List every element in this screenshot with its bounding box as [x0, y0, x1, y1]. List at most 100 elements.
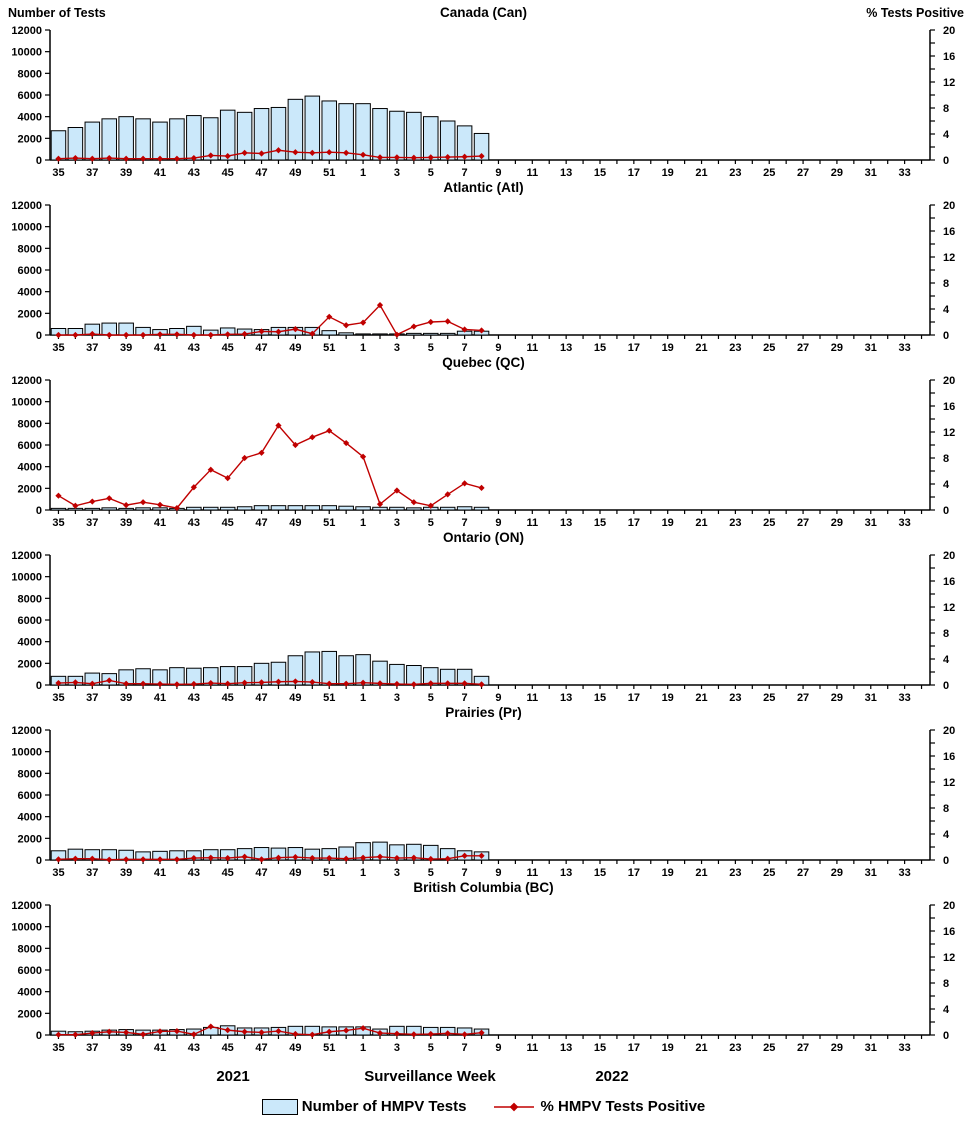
svg-text:3: 3	[394, 1042, 400, 1054]
svg-text:43: 43	[188, 342, 200, 354]
svg-text:12000: 12000	[11, 200, 42, 212]
svg-text:0: 0	[36, 855, 42, 867]
svg-text:12000: 12000	[11, 550, 42, 562]
svg-text:41: 41	[154, 1042, 166, 1054]
svg-text:4: 4	[943, 304, 950, 316]
svg-text:51: 51	[323, 692, 335, 704]
svg-text:51: 51	[323, 1042, 335, 1054]
svg-text:3: 3	[394, 517, 400, 529]
svg-text:25: 25	[763, 867, 775, 879]
svg-text:27: 27	[797, 867, 809, 879]
svg-text:16: 16	[943, 401, 955, 413]
svg-text:19: 19	[662, 692, 674, 704]
panel-atlantic: Atlantic (Atl) 0 2000 4000 6000 8000 10000 120…	[0, 175, 967, 354]
svg-text:11: 11	[526, 342, 538, 354]
svg-text:35: 35	[52, 167, 64, 179]
panel-title-quebec: Quebec (QC)	[442, 355, 525, 370]
svg-text:4000: 4000	[18, 637, 42, 649]
svg-text:41: 41	[154, 342, 166, 354]
svg-text:17: 17	[628, 167, 640, 179]
svg-text:4: 4	[943, 829, 950, 841]
svg-text:33: 33	[898, 167, 910, 179]
svg-text:5: 5	[428, 167, 434, 179]
svg-text:8: 8	[943, 453, 949, 465]
svg-text:19: 19	[662, 167, 674, 179]
svg-text:8000: 8000	[18, 243, 42, 255]
svg-text:2000: 2000	[18, 833, 42, 845]
svg-text:9: 9	[495, 342, 501, 354]
svg-text:8: 8	[943, 278, 949, 290]
svg-text:8000: 8000	[18, 418, 42, 430]
panel-british-columbia: British Columbia (BC) 0 2000 4000 6000 8000 1…	[0, 875, 967, 1054]
svg-text:0: 0	[943, 680, 949, 692]
svg-text:27: 27	[797, 167, 809, 179]
svg-text:43: 43	[188, 167, 200, 179]
svg-text:33: 33	[898, 342, 910, 354]
svg-text:5: 5	[428, 692, 434, 704]
svg-text:33: 33	[898, 692, 910, 704]
svg-text:49: 49	[289, 342, 301, 354]
svg-text:27: 27	[797, 342, 809, 354]
legend-item-positive: % HMPV Tests Positive	[492, 1098, 705, 1115]
svg-text:21: 21	[695, 867, 707, 879]
svg-text:37: 37	[86, 867, 98, 879]
svg-text:4000: 4000	[18, 112, 42, 124]
svg-text:29: 29	[831, 167, 843, 179]
svg-text:35: 35	[52, 692, 64, 704]
svg-text:49: 49	[289, 517, 301, 529]
svg-text:49: 49	[289, 692, 301, 704]
svg-text:23: 23	[729, 342, 741, 354]
svg-text:49: 49	[289, 167, 301, 179]
svg-text:6000: 6000	[18, 90, 42, 102]
svg-text:39: 39	[120, 692, 132, 704]
svg-text:7: 7	[462, 517, 468, 529]
svg-text:4000: 4000	[18, 287, 42, 299]
svg-text:49: 49	[289, 867, 301, 879]
svg-text:47: 47	[255, 342, 267, 354]
svg-text:13: 13	[560, 867, 572, 879]
svg-text:39: 39	[120, 342, 132, 354]
svg-text:19: 19	[662, 342, 674, 354]
svg-text:12000: 12000	[11, 375, 42, 387]
svg-text:4000: 4000	[18, 462, 42, 474]
svg-text:1: 1	[360, 342, 366, 354]
year-2022-label: 2022	[595, 1068, 629, 1085]
svg-text:23: 23	[729, 692, 741, 704]
svg-text:8000: 8000	[18, 68, 42, 80]
svg-text:4: 4	[943, 654, 950, 666]
svg-text:31: 31	[865, 517, 877, 529]
svg-text:39: 39	[120, 167, 132, 179]
svg-text:29: 29	[831, 342, 843, 354]
left-axis-title: Number of Tests	[8, 6, 106, 20]
panel-title-atlantic: Atlantic (Atl)	[443, 180, 524, 195]
svg-text:1: 1	[360, 1042, 366, 1054]
svg-text:11: 11	[526, 692, 538, 704]
svg-text:7: 7	[462, 692, 468, 704]
svg-text:31: 31	[865, 692, 877, 704]
svg-text:25: 25	[763, 1042, 775, 1054]
svg-text:15: 15	[594, 1042, 606, 1054]
svg-text:16: 16	[943, 751, 955, 763]
svg-text:20: 20	[943, 725, 955, 737]
svg-text:6000: 6000	[18, 265, 42, 277]
legend-item-tests: Number of HMPV Tests	[261, 1098, 466, 1115]
svg-text:16: 16	[943, 51, 955, 63]
svg-text:9: 9	[495, 1042, 501, 1054]
svg-text:6000: 6000	[18, 790, 42, 802]
svg-text:47: 47	[255, 867, 267, 879]
svg-text:43: 43	[188, 517, 200, 529]
year-2021-label: 2021	[216, 1068, 250, 1085]
figure-footer: 2021 Surveillance Week 2022 Number of HM…	[0, 1050, 967, 1140]
svg-text:37: 37	[86, 1042, 98, 1054]
svg-text:0: 0	[943, 1030, 949, 1042]
svg-text:1: 1	[360, 692, 366, 704]
svg-text:37: 37	[86, 342, 98, 354]
svg-text:41: 41	[154, 517, 166, 529]
svg-text:0: 0	[36, 680, 42, 692]
svg-text:29: 29	[831, 1042, 843, 1054]
svg-text:45: 45	[222, 342, 234, 354]
svg-text:0: 0	[36, 155, 42, 167]
svg-text:35: 35	[52, 867, 64, 879]
svg-text:35: 35	[52, 342, 64, 354]
